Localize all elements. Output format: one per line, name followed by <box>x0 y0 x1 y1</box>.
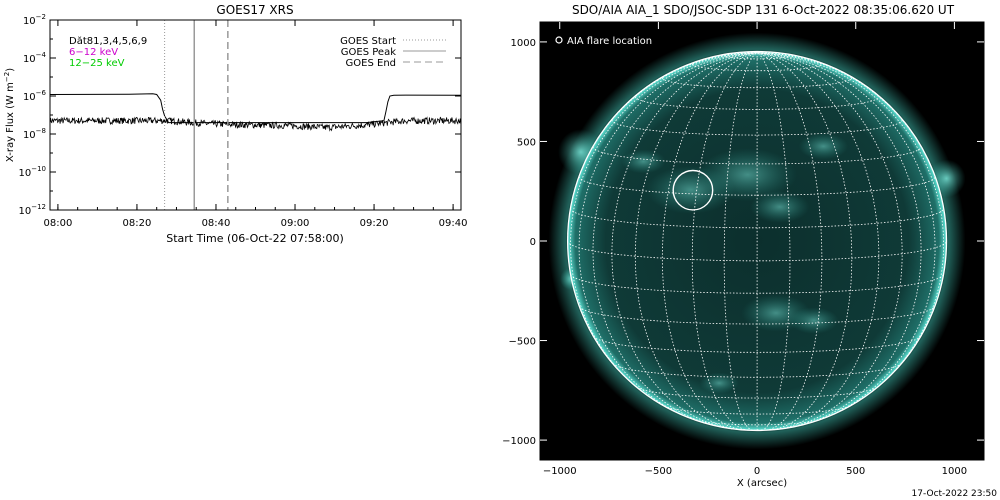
goes-x-tick-label: 09:40 <box>439 218 468 229</box>
longitude-line <box>634 52 758 431</box>
longitude-line <box>723 52 758 431</box>
aia-y-tick-label: 0 <box>530 237 536 248</box>
goes-x-tick-label: 09:00 <box>281 218 310 229</box>
goes-y-tick-label: 10−8 <box>23 127 46 141</box>
latitude-line <box>570 274 944 294</box>
goes-legend: GOES Start GOES Peak GOES End <box>340 36 446 69</box>
aia-y-tick-label: −1000 <box>502 436 536 447</box>
goes-x-tick-label: 08:00 <box>43 218 72 229</box>
active-region-glow <box>750 190 810 223</box>
goes-y-tick-label: 10−4 <box>23 51 47 65</box>
latitude-line <box>723 55 791 60</box>
active-region-glow <box>621 149 666 174</box>
longitude-line <box>757 52 853 431</box>
longitude-line <box>570 52 758 403</box>
aia-x-tick-label: 0 <box>754 466 760 477</box>
latitude-line <box>691 63 823 72</box>
aia-x-axis-label: X (arcsec) <box>737 478 787 489</box>
aia-plot-title: SDO/AIA AIA_1 SDO/JSOC-SDP 131 6-Oct-202… <box>572 3 955 17</box>
latitude-line <box>661 77 853 89</box>
footer-timestamp: 17-Oct-2022 23:50 <box>912 489 998 499</box>
goes-x-tick-label: 08:20 <box>123 218 152 229</box>
series-12-25kev-line <box>50 116 461 132</box>
flare-location-circle <box>672 169 714 211</box>
latitude-line <box>636 386 878 399</box>
heliographic-grid <box>567 52 947 431</box>
longitude-line <box>691 52 758 431</box>
aia-x-tick-label: 1000 <box>942 466 967 477</box>
longitude-line <box>578 52 758 423</box>
longitude-line <box>757 52 936 423</box>
series-6-12kev-line <box>50 93 461 124</box>
longitude-line <box>661 52 758 431</box>
goes-y-tick-label: 10−10 <box>18 165 46 179</box>
goes-y-tick-label: 10−2 <box>23 13 46 27</box>
legend-goes-peak-label: GOES Peak <box>341 47 396 58</box>
flare-legend-label: AIA flare location <box>567 36 652 47</box>
aia-y-tick-label: 500 <box>517 137 536 148</box>
high-band-annotation: 12−25 keV <box>69 58 125 69</box>
goes-y-axis-label: X-ray Flux (W m−2) <box>3 68 16 162</box>
latitude-line <box>664 405 850 415</box>
goes-xrs-plot: GOES17 XRS 08:00 08:20 08:40 09:00 09:20 09:4… <box>3 3 468 245</box>
longitude-line <box>757 52 945 403</box>
active-region-glow <box>698 148 797 202</box>
aia-y-tick-label: −500 <box>509 337 536 348</box>
low-band-annotation: 6−12 keV <box>69 47 118 58</box>
aia-x-tick-label: −500 <box>645 466 672 477</box>
goes-x-axis-label: Start Time (06-Oct-22 07:58:00) <box>166 232 344 245</box>
longitude-line <box>756 52 791 431</box>
active-region-glow <box>789 307 839 334</box>
latitude-line <box>593 336 922 353</box>
aia-image-plot: SDO/AIA AIA_1 SDO/JSOC-SDP 131 6-Oct-202… <box>502 3 985 489</box>
longitude-line <box>757 52 903 430</box>
goes-x-tick-label: 08:40 <box>202 218 231 229</box>
longitude-line <box>592 52 758 428</box>
aia-x-tick-label: −1000 <box>543 466 577 477</box>
longitude-line <box>611 52 758 430</box>
legend-goes-end-label: GOES End <box>346 58 396 69</box>
longitude-line <box>757 52 880 431</box>
legend-goes-start-label: GOES Start <box>340 36 396 47</box>
goes-y-tick-label: 10−6 <box>23 89 47 103</box>
aia-y-tick-label: 1000 <box>511 38 536 49</box>
goes-x-tick-label: 09:20 <box>360 218 389 229</box>
goes-plot-title: GOES17 XRS <box>216 3 293 17</box>
goes-y-tick-label: 10−12 <box>18 203 46 217</box>
active-region-glow <box>798 133 848 160</box>
dataset-annotation: Dăt81,3,4,5,6,9 <box>69 36 147 47</box>
solar-limb <box>566 50 948 432</box>
aia-x-tick-label: 500 <box>846 466 865 477</box>
active-region-glow <box>699 372 739 394</box>
longitude-line <box>756 52 823 431</box>
longitude-line <box>757 52 922 428</box>
flare-legend-marker <box>555 36 563 44</box>
